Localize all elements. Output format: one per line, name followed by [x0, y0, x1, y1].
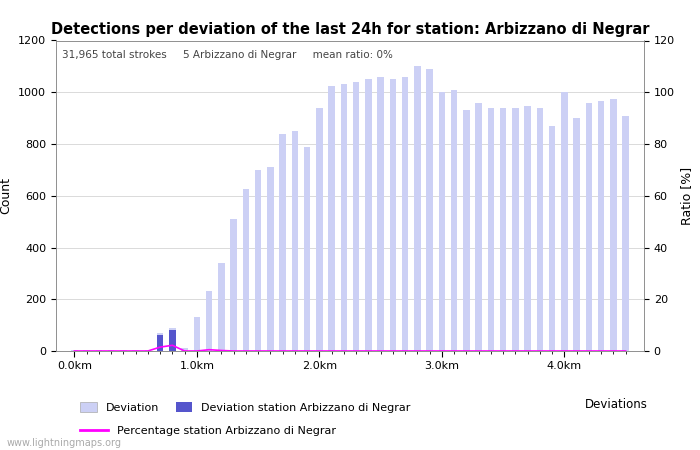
Bar	[610, 99, 617, 351]
Bar	[536, 108, 543, 351]
Bar	[389, 79, 396, 351]
Text: 31,965 total strokes     5 Arbizzano di Negrar     mean ratio: 0%: 31,965 total strokes 5 Arbizzano di Negr…	[62, 50, 393, 60]
Bar	[95, 350, 102, 351]
Bar	[573, 118, 580, 351]
Bar	[438, 92, 445, 351]
Bar	[267, 167, 274, 351]
Bar	[340, 85, 347, 351]
Text: www.lightningmaps.org: www.lightningmaps.org	[7, 438, 122, 448]
Bar	[120, 350, 127, 351]
Bar	[463, 110, 470, 351]
Bar	[83, 350, 90, 351]
Bar	[561, 92, 568, 351]
Bar	[353, 82, 360, 351]
Bar	[622, 116, 629, 351]
Bar	[169, 330, 176, 351]
Legend: Deviation, Deviation station Arbizzano di Negrar: Deviation, Deviation station Arbizzano d…	[76, 398, 415, 418]
Y-axis label: Count: Count	[0, 177, 13, 214]
Bar	[475, 103, 482, 351]
Bar	[71, 350, 78, 351]
Bar	[500, 108, 507, 351]
Bar	[524, 107, 531, 351]
Bar	[193, 317, 200, 351]
Bar	[328, 86, 335, 351]
Bar	[426, 69, 433, 351]
Bar	[242, 189, 249, 351]
Bar	[181, 348, 188, 351]
Bar	[512, 108, 519, 351]
Bar	[377, 76, 384, 351]
Bar	[304, 147, 311, 351]
Bar	[316, 108, 323, 351]
Bar	[169, 328, 176, 351]
Bar	[549, 126, 556, 351]
Bar	[144, 350, 151, 351]
Bar	[157, 333, 164, 351]
Text: Deviations: Deviations	[584, 399, 648, 411]
Bar	[365, 79, 372, 351]
Bar	[598, 101, 605, 351]
Bar	[291, 131, 298, 351]
Bar	[255, 170, 262, 351]
Bar	[585, 103, 592, 351]
Bar	[414, 66, 421, 351]
Bar	[451, 90, 458, 351]
Bar	[108, 350, 115, 351]
Bar	[230, 219, 237, 351]
Bar	[279, 134, 286, 351]
Bar	[132, 350, 139, 351]
Bar	[206, 292, 213, 351]
Bar	[157, 336, 164, 351]
Y-axis label: Ratio [%]: Ratio [%]	[680, 166, 694, 225]
Bar	[487, 108, 494, 351]
Title: Detections per deviation of the last 24h for station: Arbizzano di Negrar: Detections per deviation of the last 24h…	[50, 22, 650, 36]
Legend: Percentage station Arbizzano di Negrar: Percentage station Arbizzano di Negrar	[76, 421, 340, 440]
Bar	[218, 263, 225, 351]
Bar	[402, 76, 409, 351]
